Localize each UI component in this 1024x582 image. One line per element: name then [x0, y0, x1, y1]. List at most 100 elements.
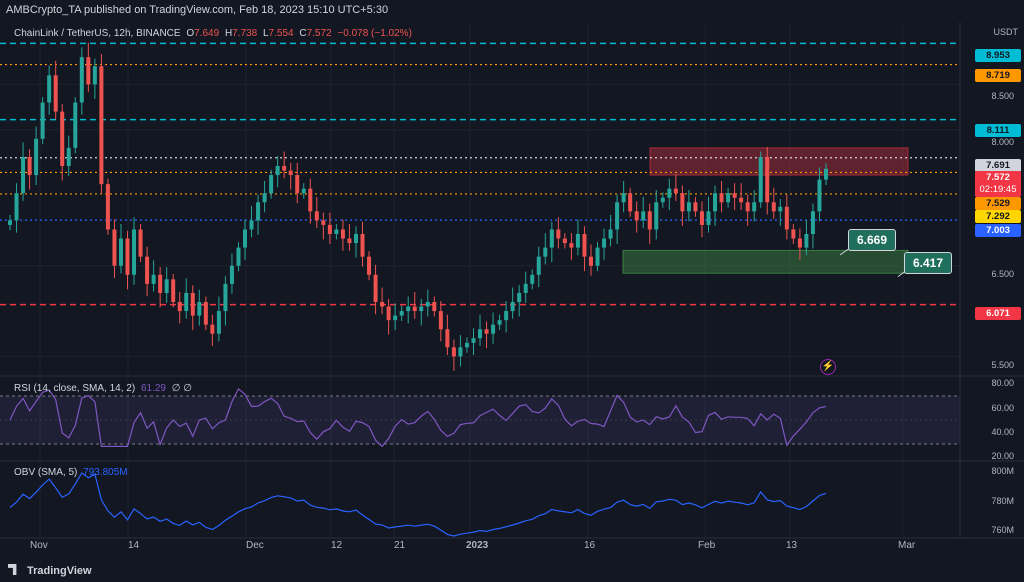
candle-body [132, 229, 137, 275]
candle-body [765, 156, 770, 203]
candle-body [549, 229, 554, 248]
publish-bar: AMBCrypto_TA published on TradingView.co… [0, 0, 1024, 22]
candle-body [151, 274, 156, 284]
candle-body [484, 329, 489, 334]
candle-body [138, 229, 143, 257]
demand-zone [622, 249, 909, 274]
close-label: C [299, 28, 307, 39]
obv-tick: 760M [991, 525, 1014, 535]
candle-body [595, 247, 600, 266]
candle-body [706, 211, 711, 225]
candle-body [367, 256, 372, 275]
candle-body [295, 175, 300, 194]
time-label: 16 [584, 540, 596, 551]
candle-body [543, 247, 548, 257]
bar-countdown: 02:19:45 [979, 184, 1017, 195]
lightning-icon[interactable]: ⚡ [820, 359, 836, 375]
candle-body [236, 247, 241, 266]
candle-body [229, 265, 234, 284]
tradingview-logo[interactable]: TradingView [8, 564, 92, 577]
candle-body [203, 302, 208, 325]
candle-body [118, 238, 123, 266]
low-label: L [262, 28, 269, 39]
candle-body [445, 329, 450, 348]
candle-body [40, 102, 45, 139]
candle-body [634, 211, 639, 221]
candle-body [458, 347, 463, 357]
obv-name: OBV (SMA, 5) [14, 467, 78, 478]
candle-body [327, 224, 332, 234]
change-value: −0.078 (−1.02%) [337, 28, 412, 39]
close-value: 7.572 [306, 28, 332, 39]
obv-legend[interactable]: OBV (SMA, 5) 793.805M [14, 467, 131, 478]
level-8111-label: 8.111 [975, 124, 1021, 137]
time-label: 21 [394, 540, 406, 551]
candle-body [393, 315, 398, 321]
rsi-tick: 60.00 [991, 403, 1014, 413]
candle-body [771, 202, 776, 212]
time-label: 12 [331, 540, 343, 551]
symbol-legend[interactable]: ChainLink / TetherUS, 12h, BINANCE O7.64… [14, 28, 415, 39]
level-8719-label: 8.719 [975, 69, 1021, 82]
candle-body [282, 166, 287, 171]
candle-body [164, 279, 169, 293]
candle-body [308, 188, 313, 212]
candle-body [810, 211, 815, 234]
candle-body [125, 238, 130, 275]
candle-body [419, 306, 424, 312]
candle-body [360, 234, 365, 257]
support-callout-upper[interactable]: 6.669 [848, 229, 897, 251]
chart-area[interactable] [0, 22, 1024, 560]
currency-label: USDT [993, 27, 1019, 37]
candle-body [536, 256, 541, 275]
brand-name: TradingView [27, 565, 92, 577]
price-tick: 8.000 [991, 137, 1014, 147]
candle-body [523, 283, 528, 293]
tradingview-icon [8, 564, 17, 575]
low-value: 7.554 [268, 28, 294, 39]
level-7691-label: 7.691 [975, 159, 1021, 172]
level-8953-label: 8.953 [975, 49, 1021, 62]
candle-body [210, 324, 215, 334]
candle-body [340, 229, 345, 239]
price-tick: 5.500 [991, 360, 1014, 370]
candle-body [275, 166, 280, 176]
candle-body [478, 329, 483, 339]
level-6071-label: 6.071 [975, 307, 1021, 320]
rsi-pane [0, 387, 960, 448]
candle-body [804, 234, 809, 248]
candle-body [386, 306, 391, 321]
candle-body [53, 75, 58, 112]
rsi-legend[interactable]: RSI (14, close, SMA, 14, 2) 61.29 ∅ ∅ [14, 383, 195, 394]
candle-body [471, 338, 476, 343]
support-callout-lower[interactable]: 6.417 [904, 252, 953, 274]
candle-body [451, 347, 456, 357]
candle-body [510, 302, 515, 312]
candle-body [190, 292, 195, 316]
time-label: Feb [698, 540, 716, 551]
candle-body [673, 188, 678, 194]
candle-body [14, 193, 19, 221]
obv-line [9, 472, 827, 537]
rsi-line [9, 387, 827, 448]
time-label: Mar [898, 540, 916, 551]
candle-body [562, 238, 567, 244]
candle-body [86, 57, 91, 85]
candle-body [99, 66, 104, 185]
rsi-value: 61.29 [140, 383, 166, 394]
candle-body [699, 211, 704, 225]
candle-body [177, 302, 182, 312]
last-price-label: 7.572 02:19:45 [975, 171, 1021, 197]
level-7529-label: 7.529 [975, 197, 1021, 210]
candle-body [269, 175, 274, 194]
open-label: O [186, 28, 195, 39]
candle-body [693, 202, 698, 212]
candle-body [425, 302, 430, 307]
candle-body [758, 156, 763, 203]
level-7003-label: 7.003 [975, 224, 1021, 237]
candle-body [817, 179, 822, 212]
candle-body [249, 220, 254, 230]
candle-body [680, 193, 685, 212]
candle-body [752, 202, 757, 212]
candle-body [105, 184, 110, 230]
